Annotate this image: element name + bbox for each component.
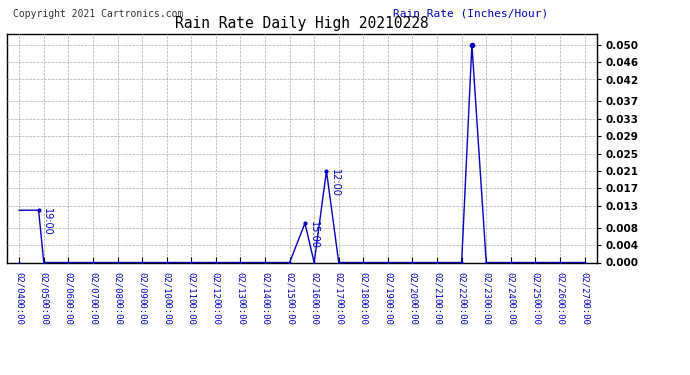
Text: 02/18: 02/18 — [359, 272, 368, 298]
Text: 02/12: 02/12 — [211, 272, 220, 298]
Text: 00:00: 00:00 — [310, 298, 319, 325]
Text: 02/23: 02/23 — [482, 272, 491, 298]
Text: 02/26: 02/26 — [555, 272, 564, 298]
Text: 00:00: 00:00 — [187, 298, 196, 325]
Text: 02/11: 02/11 — [187, 272, 196, 298]
Text: 00:00: 00:00 — [531, 298, 540, 325]
Text: 02/22: 02/22 — [457, 272, 466, 298]
Text: 02/27: 02/27 — [580, 272, 589, 298]
Text: 02/13: 02/13 — [236, 272, 245, 298]
Text: 02/14: 02/14 — [261, 272, 270, 298]
Text: 02/05: 02/05 — [39, 272, 48, 298]
Text: 00:00: 00:00 — [285, 298, 294, 325]
Text: 00:00: 00:00 — [64, 298, 73, 325]
Text: 00:00: 00:00 — [457, 298, 466, 325]
Text: 00:00: 00:00 — [506, 298, 515, 325]
Text: 12:00: 12:00 — [330, 169, 340, 197]
Text: 02/20: 02/20 — [408, 272, 417, 298]
Text: 00:00: 00:00 — [39, 298, 48, 325]
Text: 00:00: 00:00 — [384, 298, 393, 325]
Text: 02/24: 02/24 — [506, 272, 515, 298]
Text: 02/25: 02/25 — [531, 272, 540, 298]
Text: Rain Rate (Inches/Hour): Rain Rate (Inches/Hour) — [393, 9, 549, 19]
Text: 00:00: 00:00 — [113, 298, 122, 325]
Text: 02/08: 02/08 — [113, 272, 122, 298]
Text: 00:00: 00:00 — [334, 298, 343, 325]
Text: 02/16: 02/16 — [310, 272, 319, 298]
Text: 02/10: 02/10 — [162, 272, 171, 298]
Text: 15:00: 15:00 — [308, 221, 319, 249]
Text: 19:00: 19:00 — [42, 208, 52, 236]
Text: Copyright 2021 Cartronics.com: Copyright 2021 Cartronics.com — [13, 9, 183, 19]
Text: 02/17: 02/17 — [334, 272, 343, 298]
Text: 00:00: 00:00 — [555, 298, 564, 325]
Title: Rain Rate Daily High 20210228: Rain Rate Daily High 20210228 — [175, 16, 428, 31]
Text: 00:00: 00:00 — [211, 298, 220, 325]
Text: 02/15: 02/15 — [285, 272, 294, 298]
Text: 00:00: 00:00 — [236, 298, 245, 325]
Text: 00:00: 00:00 — [580, 298, 589, 325]
Text: 00:00: 00:00 — [482, 298, 491, 325]
Text: 00:00: 00:00 — [408, 298, 417, 325]
Text: 00:00: 00:00 — [88, 298, 97, 325]
Text: 02/07: 02/07 — [88, 272, 97, 298]
Text: 00:00: 00:00 — [14, 298, 23, 325]
Text: 02/06: 02/06 — [64, 272, 73, 298]
Text: 00:00: 00:00 — [137, 298, 146, 325]
Text: 02/09: 02/09 — [137, 272, 146, 298]
Text: 00:00: 00:00 — [359, 298, 368, 325]
Text: 00:00: 00:00 — [433, 298, 442, 325]
Text: 00:00: 00:00 — [162, 298, 171, 325]
Text: 02/21: 02/21 — [433, 272, 442, 298]
Text: 02/19: 02/19 — [384, 272, 393, 298]
Text: 02/04: 02/04 — [14, 272, 23, 298]
Text: 00:00: 00:00 — [261, 298, 270, 325]
